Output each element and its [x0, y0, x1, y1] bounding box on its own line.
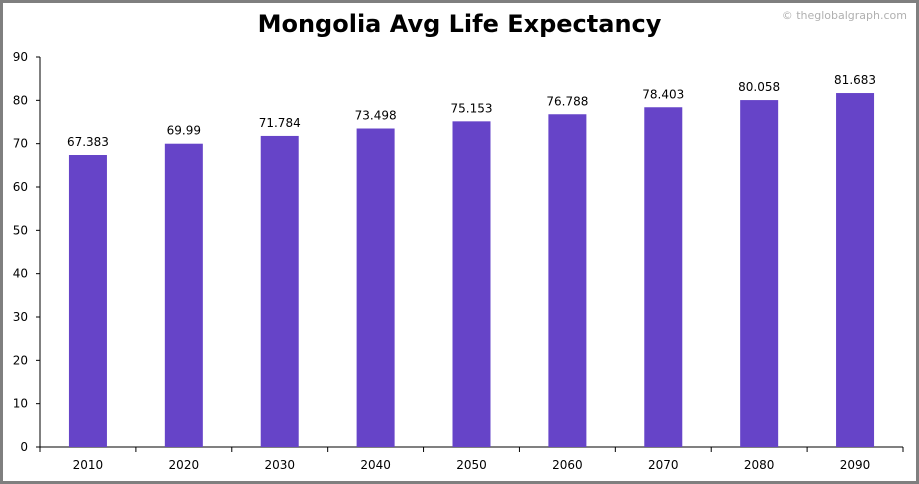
- bar: [644, 107, 683, 448]
- y-tick-label: 10: [13, 397, 28, 411]
- bar: [260, 135, 299, 447]
- bar-value-label: 81.683: [834, 73, 876, 87]
- x-tick-label: 2050: [456, 458, 487, 472]
- bars: [68, 93, 875, 448]
- y-tick-label: 70: [13, 137, 28, 151]
- watermark: © theglobalgraph.com: [781, 9, 907, 22]
- bar: [68, 155, 107, 447]
- x-tick-label: 2020: [169, 458, 200, 472]
- bar-value-label: 69.99: [167, 124, 201, 138]
- bar: [164, 143, 203, 447]
- bar: [452, 121, 491, 447]
- bar-value-label: 80.058: [738, 80, 780, 94]
- bar-value-label: 73.498: [355, 109, 397, 123]
- y-tick-label: 20: [13, 353, 28, 367]
- x-tick-label: 2080: [744, 458, 775, 472]
- x-tick-label: 2040: [360, 458, 391, 472]
- bar-value-label: 71.784: [259, 116, 301, 130]
- bar: [548, 114, 587, 447]
- bar: [356, 128, 395, 447]
- data-labels: 67.383 69.99 71.784 73.498 75.153 76.788 78.40…: [67, 73, 876, 149]
- y-tick-label: 60: [13, 180, 28, 194]
- y-tick-label: 40: [13, 267, 28, 281]
- bar-value-label: 75.153: [451, 101, 493, 115]
- y-tick-label: 80: [13, 93, 28, 107]
- bar-value-label: 78.403: [642, 87, 684, 101]
- chart-title: Mongolia Avg Life Expectancy: [257, 10, 662, 38]
- x-tick-label: 2090: [840, 458, 871, 472]
- y-tick-label: 50: [13, 223, 28, 237]
- x-tick-label: 2030: [264, 458, 295, 472]
- x-tick-label: 2060: [552, 458, 583, 472]
- x-tick-label: 2010: [73, 458, 104, 472]
- bar-value-label: 76.788: [546, 94, 588, 108]
- bar: [836, 93, 875, 447]
- bar: [740, 100, 779, 447]
- bar-value-label: 67.383: [67, 135, 109, 149]
- y-tick-label: 30: [13, 310, 28, 324]
- x-tick-label: 2070: [648, 458, 679, 472]
- y-tick-label: 90: [13, 50, 28, 64]
- y-tick-label: 0: [20, 440, 28, 454]
